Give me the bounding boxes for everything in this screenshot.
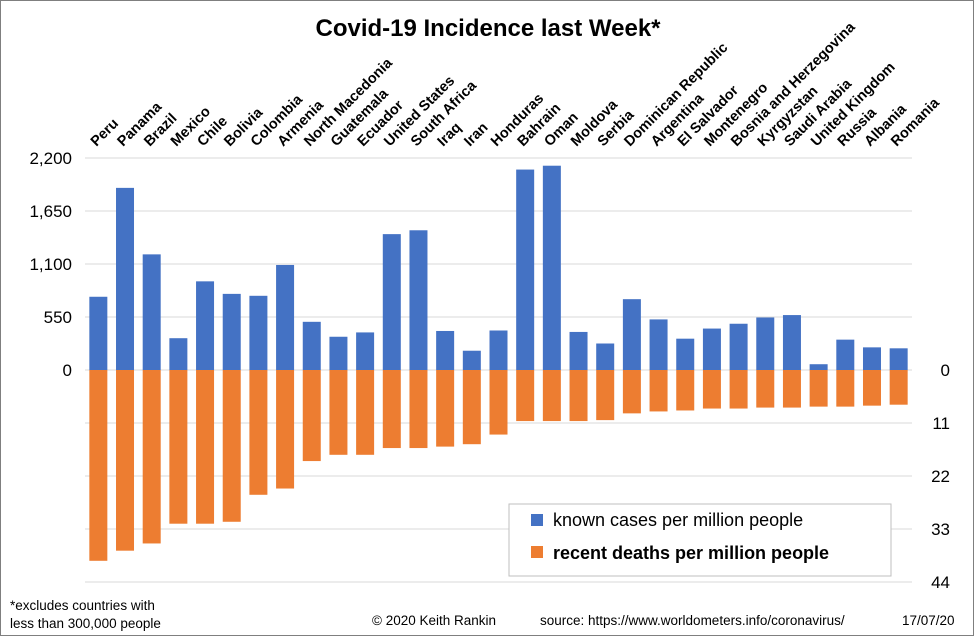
cases-bar bbox=[436, 330, 455, 370]
right-tick-label: 11 bbox=[932, 414, 950, 433]
deaths-bar bbox=[569, 370, 588, 422]
footnote-line-2: less than 300,000 people bbox=[10, 616, 161, 631]
deaths-bar bbox=[542, 370, 561, 422]
deaths-bar bbox=[356, 370, 375, 455]
right-tick-label: 33 bbox=[931, 520, 950, 539]
cases-bar bbox=[782, 315, 801, 370]
legend-box bbox=[508, 503, 892, 577]
cases-bar bbox=[382, 234, 401, 370]
deaths-bar bbox=[809, 370, 828, 407]
right-tick-label: 44 bbox=[931, 573, 950, 592]
cases-bar bbox=[756, 317, 775, 370]
deaths-bar bbox=[142, 370, 161, 544]
cases-bar bbox=[89, 296, 108, 370]
cases-bar bbox=[409, 230, 428, 370]
cases-bar bbox=[862, 347, 881, 370]
deaths-bar bbox=[862, 370, 881, 406]
deaths-bar bbox=[622, 370, 641, 414]
deaths-bar bbox=[756, 370, 775, 408]
cases-bar bbox=[809, 364, 828, 370]
cases-bar bbox=[702, 328, 721, 370]
footnote-line-1: *excludes countries with bbox=[10, 598, 155, 613]
deaths-bar bbox=[782, 370, 801, 408]
cases-bar bbox=[142, 254, 161, 370]
left-tick-label: 2,200 bbox=[29, 149, 72, 168]
cases-bar bbox=[196, 281, 215, 370]
cases-bar bbox=[356, 332, 375, 370]
deaths-bar bbox=[302, 370, 321, 462]
deaths-bar bbox=[276, 370, 295, 489]
cases-bar bbox=[116, 187, 135, 370]
legend: known cases per million people recent de… bbox=[508, 503, 892, 577]
legend-swatch-deaths bbox=[531, 546, 543, 558]
cases-bar bbox=[222, 293, 241, 370]
cases-bar bbox=[169, 338, 188, 370]
category-label: Iran bbox=[461, 120, 491, 150]
cases-bar bbox=[489, 330, 508, 370]
cases-bar bbox=[622, 299, 641, 370]
cases-bar bbox=[542, 165, 561, 370]
legend-label-deaths: recent deaths per million people bbox=[553, 543, 829, 563]
deaths-bar bbox=[436, 370, 455, 447]
deaths-bar bbox=[409, 370, 428, 449]
cases-bars bbox=[89, 165, 908, 370]
deaths-bar bbox=[729, 370, 748, 409]
deaths-bar bbox=[196, 370, 215, 524]
deaths-bar bbox=[836, 370, 855, 407]
left-axis-ticks: 0 550 1,100 1,650 2,200 bbox=[29, 149, 72, 380]
cases-bar bbox=[729, 323, 748, 370]
cases-bar bbox=[462, 350, 481, 370]
cases-bar bbox=[249, 295, 268, 370]
deaths-bars bbox=[89, 370, 908, 561]
left-tick-label: 550 bbox=[44, 308, 72, 327]
cases-bar bbox=[276, 264, 295, 370]
cases-bar bbox=[302, 321, 321, 370]
deaths-bar bbox=[489, 370, 508, 435]
legend-swatch-cases bbox=[531, 514, 543, 526]
date-text: 17/07/20 bbox=[902, 613, 955, 628]
right-axis-ticks: 0 11 22 33 44 bbox=[931, 361, 950, 592]
deaths-bar bbox=[676, 370, 695, 411]
copyright-text: © 2020 Keith Rankin bbox=[372, 613, 496, 628]
deaths-bar bbox=[222, 370, 241, 522]
cases-bar bbox=[649, 319, 668, 370]
cases-bar bbox=[676, 338, 695, 370]
right-tick-label: 22 bbox=[931, 467, 950, 486]
left-tick-label: 1,100 bbox=[29, 255, 72, 274]
deaths-bar bbox=[516, 370, 535, 422]
deaths-bar bbox=[249, 370, 268, 495]
chart-title: Covid-19 Incidence last Week* bbox=[315, 15, 661, 42]
deaths-bar bbox=[169, 370, 188, 524]
deaths-bar bbox=[649, 370, 668, 412]
legend-label-cases: known cases per million people bbox=[553, 510, 803, 530]
cases-bar bbox=[836, 339, 855, 370]
right-tick-label: 0 bbox=[941, 361, 950, 380]
category-label: Peru bbox=[88, 116, 122, 150]
cases-bar bbox=[889, 348, 908, 370]
cases-bar bbox=[596, 343, 615, 370]
deaths-bar bbox=[382, 370, 401, 449]
cases-bar bbox=[329, 336, 348, 370]
cases-bar bbox=[569, 331, 588, 370]
deaths-bar bbox=[462, 370, 481, 445]
left-tick-label: 1,650 bbox=[29, 202, 72, 221]
cases-bar bbox=[516, 169, 535, 370]
source-text: source: https://www.worldometers.info/co… bbox=[540, 613, 845, 628]
footer: *excludes countries with less than 300,0… bbox=[10, 598, 955, 631]
deaths-bar bbox=[889, 370, 908, 405]
deaths-bar bbox=[116, 370, 135, 551]
deaths-bar bbox=[596, 370, 615, 421]
deaths-bar bbox=[89, 370, 108, 561]
deaths-bar bbox=[702, 370, 721, 409]
left-tick-label: 0 bbox=[63, 361, 72, 380]
deaths-bar bbox=[329, 370, 348, 455]
